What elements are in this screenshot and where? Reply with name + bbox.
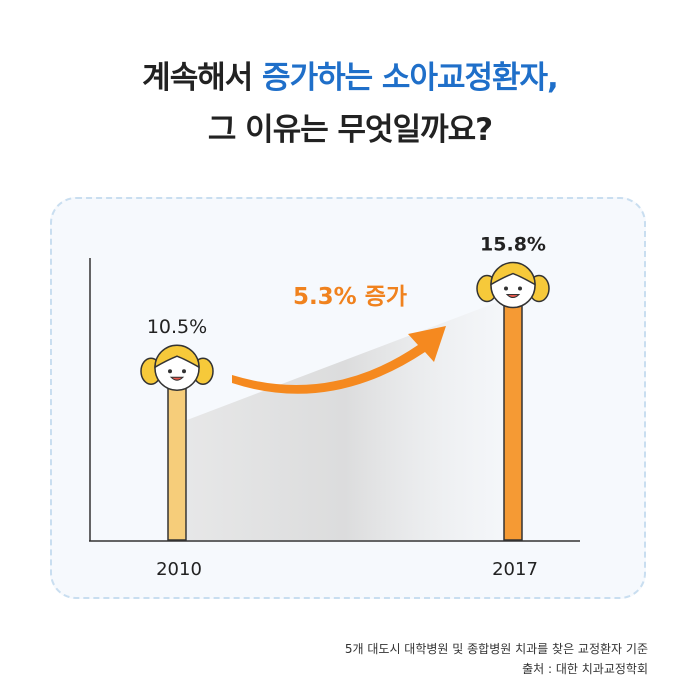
title-prefix: 계속해서 [142, 60, 263, 96]
chart-title: 계속해서 증가하는 소아교정환자, 그 이유는 무엇일까요? [0, 52, 700, 156]
value-label-2010: 10.5% [147, 316, 207, 338]
bar-2010 [167, 375, 187, 541]
child-eye-right-2010 [182, 369, 186, 374]
child-mouth-2017 [505, 294, 521, 299]
growth-shadow [187, 300, 503, 540]
bar-2017 [503, 292, 523, 541]
growth-arrow [232, 326, 446, 394]
child-eye-left-2010 [168, 369, 172, 374]
x-tick-label-2010: 2010 [156, 559, 202, 580]
footnote-basis: 5개 대도시 대학병원 및 종합병원 치과를 찾은 교정환자 기준 [344, 642, 648, 656]
value-label-2017: 15.8% [480, 234, 546, 256]
x-tick-label-2017: 2017 [492, 559, 538, 580]
title-line-2: 그 이유는 무엇일까요? [207, 112, 493, 148]
footnote-source: 출처 : 대한 치과교정학회 [522, 662, 648, 676]
source-note: 5개 대도시 대학병원 및 종합병원 치과를 찾은 교정환자 기준 출처 : 대… [345, 639, 648, 679]
title-highlight: 증가하는 소아교정환자, [262, 60, 559, 96]
child-mouth-2010 [169, 376, 185, 381]
growth-annotation: 5.3% 증가 [293, 284, 407, 310]
child-hair-2010 [154, 344, 200, 369]
child-eye-left-2017 [504, 286, 508, 291]
child-eye-right-2017 [518, 286, 522, 291]
title-line-1: 계속해서 증가하는 소아교정환자, [0, 52, 700, 104]
child-hair-2017 [490, 261, 536, 286]
